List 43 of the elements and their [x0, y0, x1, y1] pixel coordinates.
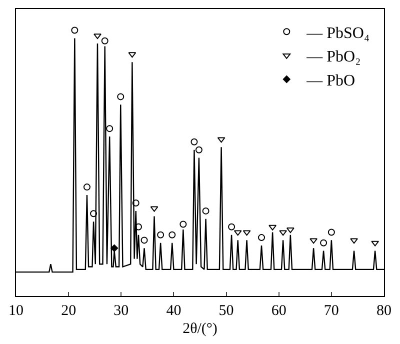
- point: [190, 138, 198, 146]
- point: [234, 230, 242, 236]
- point: [228, 223, 236, 230]
- point: [195, 146, 202, 154]
- point: [117, 93, 124, 100]
- point: [350, 238, 358, 244]
- point: [258, 234, 266, 242]
- point: [101, 37, 108, 44]
- point: [242, 230, 251, 236]
- point: [71, 26, 78, 34]
- point: [202, 207, 210, 214]
- legend-label: — PbO₂: [306, 48, 361, 66]
- point: [132, 199, 140, 206]
- point: [320, 239, 328, 246]
- point: [110, 244, 118, 252]
- point: [83, 184, 90, 191]
- x-tick-label: 30: [114, 303, 129, 319]
- x-tick-label: 40: [166, 303, 182, 319]
- point: [150, 206, 158, 212]
- point: [286, 228, 294, 234]
- legend-label: — PbO: [306, 72, 356, 90]
- legend-label: — PbSO₄: [306, 24, 370, 42]
- point: [180, 220, 187, 228]
- point: [157, 231, 164, 238]
- x-tick-label: 50: [218, 303, 234, 319]
- point: [328, 228, 335, 236]
- x-tick-label: 80: [376, 303, 392, 319]
- point: [168, 231, 176, 238]
- x-tick-label: 60: [271, 303, 286, 319]
- point: [128, 52, 136, 58]
- point: [106, 125, 114, 132]
- x-axis-title: 2θ/(°): [182, 321, 218, 337]
- point: [94, 34, 102, 40]
- point: [371, 240, 380, 246]
- x-tick-label: 20: [61, 303, 76, 319]
- point: [268, 224, 277, 230]
- x-tick-label: 10: [8, 303, 24, 319]
- point: [140, 236, 148, 244]
- x-tick-label: 70: [324, 303, 339, 319]
- point: [217, 137, 226, 143]
- point: [310, 238, 318, 244]
- point: [279, 230, 288, 236]
- point: [90, 210, 98, 218]
